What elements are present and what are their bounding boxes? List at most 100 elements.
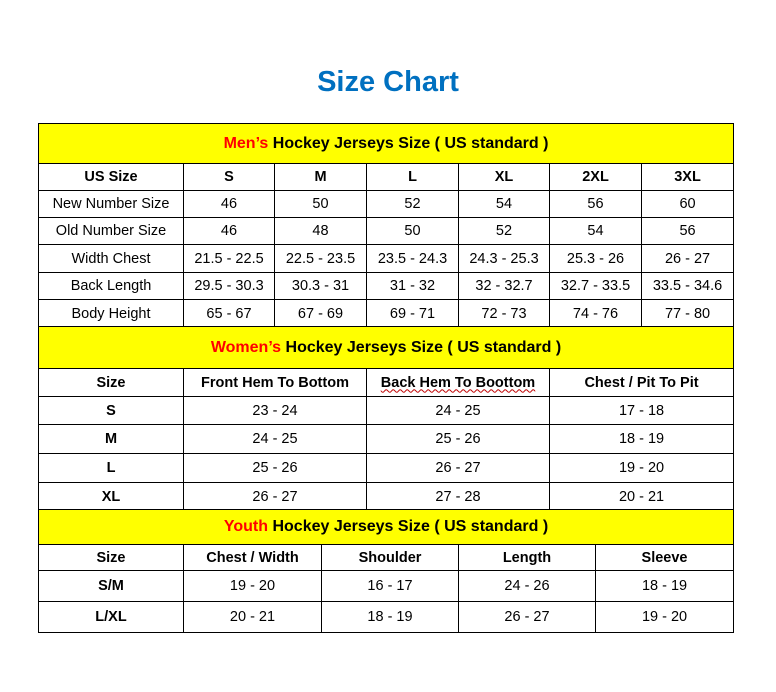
table-row: Width Chest 21.5 - 22.5 22.5 - 23.5 23.5 - … (38, 244, 735, 273)
table-row: Back Length 29.5 - 30.3 30.3 - 31 31 - 32 32… (38, 272, 735, 300)
table-cell: 18 - 19 (548, 424, 735, 454)
table-cell: 56 (640, 217, 735, 245)
column-header: XL (458, 163, 550, 191)
table-cell: 20 - 21 (548, 482, 735, 511)
table-cell: 16 - 17 (321, 570, 459, 602)
row-label: XL (38, 482, 184, 511)
row-label: Old Number Size (38, 217, 184, 245)
table-cell: 29.5 - 30.3 (183, 272, 275, 300)
table-cell: 60 (640, 190, 735, 218)
table-cell: 54 (549, 217, 642, 245)
table-cell: 48 (274, 217, 367, 245)
table-cell: 27 - 28 (366, 482, 550, 511)
table-cell: 72 - 73 (458, 299, 550, 328)
heading-accent: Men’s (223, 134, 269, 152)
table-cell: 56 (549, 190, 642, 218)
table-cell: 25 - 26 (366, 424, 550, 454)
table-cell: 19 - 20 (183, 570, 322, 602)
table-cell: 26 - 27 (366, 453, 550, 483)
heading-text: Hockey Jerseys Size ( US standard ) (268, 518, 549, 535)
table-cell: 19 - 20 (594, 601, 735, 633)
row-label: L/XL (38, 601, 184, 633)
table-cell: 24.3 - 25.3 (458, 244, 550, 273)
table-cell: 65 - 67 (183, 299, 275, 328)
column-header: Size (38, 368, 184, 397)
row-label: M (38, 424, 184, 454)
heading-accent: Youth (223, 518, 269, 535)
table-cell: 23 - 24 (183, 396, 367, 425)
row-label: Body Height (38, 299, 184, 328)
table-cell: 50 (366, 217, 459, 245)
heading-text: Hockey Jerseys Size ( US standard ) (268, 134, 549, 152)
table-cell: 25.3 - 26 (549, 244, 642, 273)
youth-column-header-row: Size Chest / Width Shoulder Length Sleeve (38, 544, 735, 571)
table-row: M 24 - 25 25 - 26 18 - 19 (38, 424, 735, 454)
table-cell: 24 - 25 (366, 396, 550, 425)
table-cell: 31 - 32 (366, 272, 459, 300)
column-header: Sleeve (594, 544, 735, 571)
heading-text: Hockey Jerseys Size ( US standard ) (281, 338, 562, 356)
table-cell: 20 - 21 (183, 601, 322, 633)
table-row: L 25 - 26 26 - 27 19 - 20 (38, 453, 735, 483)
column-header: 3XL (640, 163, 735, 191)
table-cell: 26 - 27 (183, 482, 367, 511)
row-label: Width Chest (38, 244, 184, 273)
table-row: S/M 19 - 20 16 - 17 24 - 26 18 - 19 (38, 570, 735, 602)
column-header: Front Hem To Bottom (183, 368, 367, 397)
table-cell: 32.7 - 33.5 (549, 272, 642, 300)
table-cell: 18 - 19 (321, 601, 459, 633)
table-cell: 52 (458, 217, 550, 245)
men-size-table: Men’s Hockey Jerseys Size ( US standard … (37, 123, 735, 328)
table-cell: 74 - 76 (549, 299, 642, 328)
women-size-table: Women’s Hockey Jerseys Size ( US standar… (37, 326, 735, 511)
row-label: L (38, 453, 184, 483)
column-header: US Size (38, 163, 184, 191)
heading-accent: Women’s (210, 338, 282, 356)
column-header: Size (38, 544, 184, 571)
table-cell: 26 - 27 (458, 601, 596, 633)
row-label: S (38, 396, 184, 425)
column-header: Chest / Pit To Pit (548, 368, 735, 397)
table-cell: 30.3 - 31 (274, 272, 367, 300)
youth-size-table: Youth Hockey Jerseys Size ( US standard … (37, 509, 735, 633)
men-section-heading: Men’s Hockey Jerseys Size ( US standard … (37, 123, 735, 164)
table-cell: 33.5 - 34.6 (640, 272, 735, 300)
youth-heading-row: Youth Hockey Jerseys Size ( US standard … (37, 509, 735, 545)
table-cell: 23.5 - 24.3 (366, 244, 459, 273)
table-cell: 52 (366, 190, 459, 218)
women-column-header-row: Size Front Hem To Bottom Back Hem To Boott… (38, 368, 735, 397)
table-cell: 46 (183, 217, 275, 245)
table-cell: 24 - 25 (183, 424, 367, 454)
table-cell: 32 - 32.7 (458, 272, 550, 300)
table-cell: 26 - 27 (640, 244, 735, 273)
table-cell: 67 - 69 (274, 299, 367, 328)
table-row: L/XL 20 - 21 18 - 19 26 - 27 19 - 20 (38, 601, 735, 633)
table-cell: 24 - 26 (458, 570, 596, 602)
column-header: Chest / Width (183, 544, 322, 571)
page-title: Size Chart (317, 66, 459, 98)
column-header: 2XL (549, 163, 642, 191)
men-column-header-row: US Size S M L XL 2XL 3XL (38, 163, 735, 191)
table-row: Old Number Size 46 48 50 52 54 56 (38, 217, 735, 245)
row-label: New Number Size (38, 190, 184, 218)
table-row: S 23 - 24 24 - 25 17 - 18 (38, 396, 735, 425)
column-header: S (183, 163, 275, 191)
row-label: S/M (38, 570, 184, 602)
women-section-heading: Women’s Hockey Jerseys Size ( US standar… (37, 326, 735, 369)
table-cell: 18 - 19 (594, 570, 735, 602)
table-cell: 46 (183, 190, 275, 218)
table-cell: 19 - 20 (548, 453, 735, 483)
table-cell: 22.5 - 23.5 (274, 244, 367, 273)
table-cell: 77 - 80 (640, 299, 735, 328)
table-cell: 69 - 71 (366, 299, 459, 328)
table-cell: 21.5 - 22.5 (183, 244, 275, 273)
men-heading-row: Men’s Hockey Jerseys Size ( US standard … (37, 123, 735, 164)
table-cell: 54 (458, 190, 550, 218)
table-row: New Number Size 46 50 52 54 56 60 (38, 190, 735, 218)
table-row: Body Height 65 - 67 67 - 69 69 - 71 72 - 73 7… (38, 299, 735, 328)
column-header: M (274, 163, 367, 191)
table-row: XL 26 - 27 27 - 28 20 - 21 (38, 482, 735, 511)
table-cell: 25 - 26 (183, 453, 367, 483)
column-header: Back Hem To Boottom (366, 368, 550, 397)
youth-section-heading: Youth Hockey Jerseys Size ( US standard … (37, 509, 735, 545)
